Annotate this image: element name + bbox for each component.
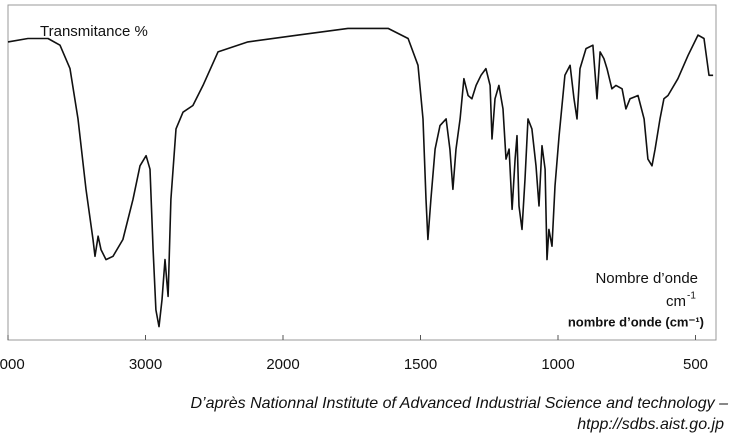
spectrum-line (7, 27, 714, 328)
source: D’après Nationnal Institute of Advanced … (190, 395, 728, 412)
source: htpp://sdbs.aist.go.jp (577, 416, 724, 433)
plot-frame (7, 4, 717, 341)
annotation: Transmitance % (40, 23, 148, 40)
x-tick-label: 1500 (404, 356, 437, 373)
x-tick-label: 500 (683, 356, 708, 373)
x-tick-label: 1000 (541, 356, 574, 373)
x-tick-label: 3000 (129, 356, 162, 373)
x-unit: cm (666, 293, 686, 310)
x-axis-label: nombre d’onde (cm⁻¹) (568, 314, 704, 329)
annotation: Nombre d’onde (595, 270, 698, 287)
x-tick-label: 2000 (266, 356, 299, 373)
x-tick-label: 4000 (0, 356, 25, 373)
x-unit-sup: -1 (687, 291, 696, 302)
